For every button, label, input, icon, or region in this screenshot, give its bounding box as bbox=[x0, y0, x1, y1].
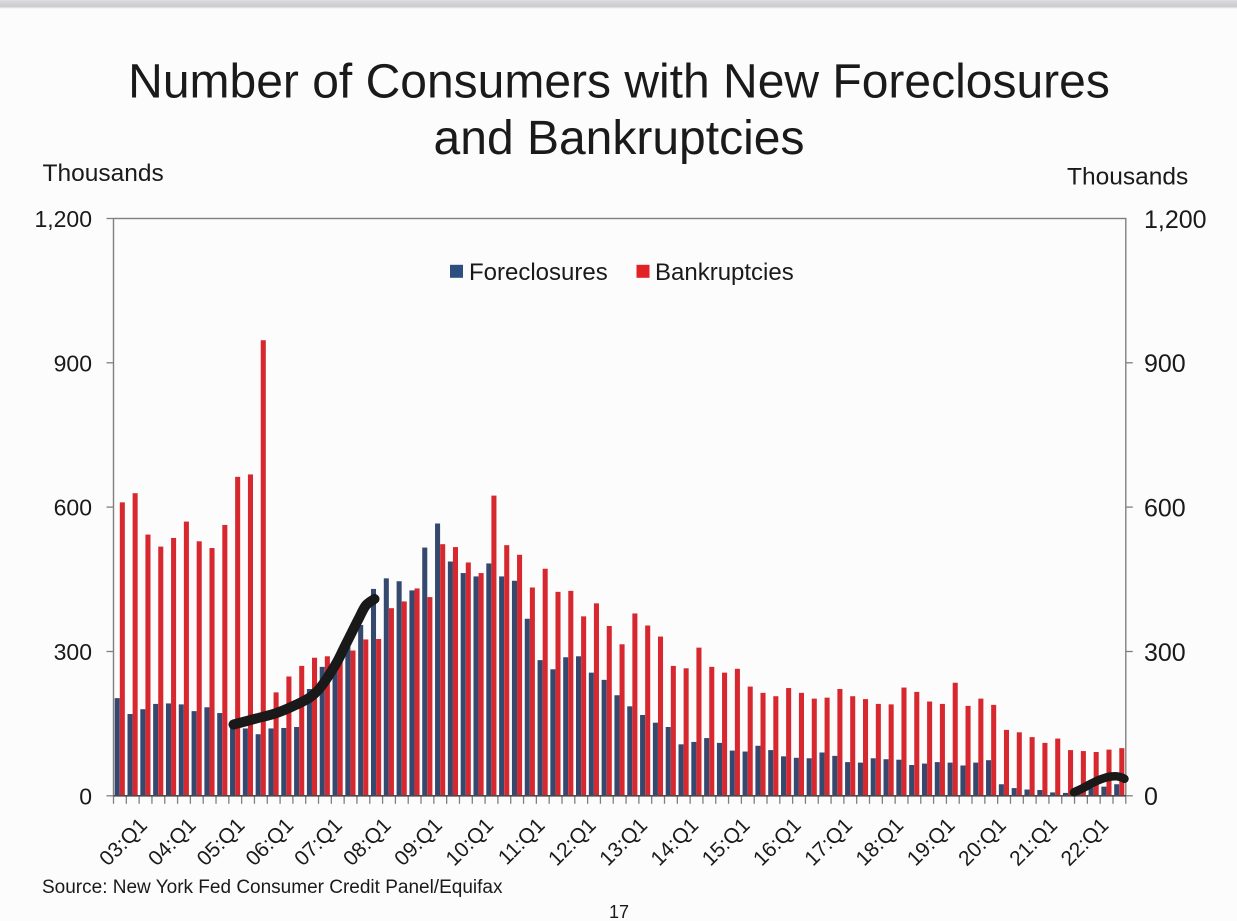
svg-text:900: 900 bbox=[1144, 350, 1186, 378]
svg-text:600: 600 bbox=[1144, 494, 1186, 522]
svg-text:300: 300 bbox=[54, 639, 92, 665]
svg-text:Foreclosures: Foreclosures bbox=[469, 259, 608, 286]
svg-text:0: 0 bbox=[1144, 783, 1158, 811]
svg-text:Thousands: Thousands bbox=[43, 160, 164, 187]
svg-text:17: 17 bbox=[609, 902, 629, 921]
svg-text:Thousands: Thousands bbox=[1067, 164, 1188, 191]
svg-text:Number of Consumers with New F: Number of Consumers with New Foreclosure… bbox=[128, 56, 1110, 109]
svg-text:900: 900 bbox=[54, 350, 92, 376]
svg-text:600: 600 bbox=[54, 495, 92, 521]
svg-text:Source: New York Fed Consumer: Source: New York Fed Consumer Credit Pan… bbox=[42, 877, 503, 898]
svg-text:1,200: 1,200 bbox=[1144, 206, 1207, 234]
svg-text:and Bankruptcies: and Bankruptcies bbox=[434, 112, 805, 165]
svg-text:0: 0 bbox=[79, 783, 92, 809]
svg-text:Bankruptcies: Bankruptcies bbox=[655, 259, 794, 286]
svg-text:300: 300 bbox=[1144, 639, 1186, 667]
svg-text:1,200: 1,200 bbox=[34, 206, 92, 232]
